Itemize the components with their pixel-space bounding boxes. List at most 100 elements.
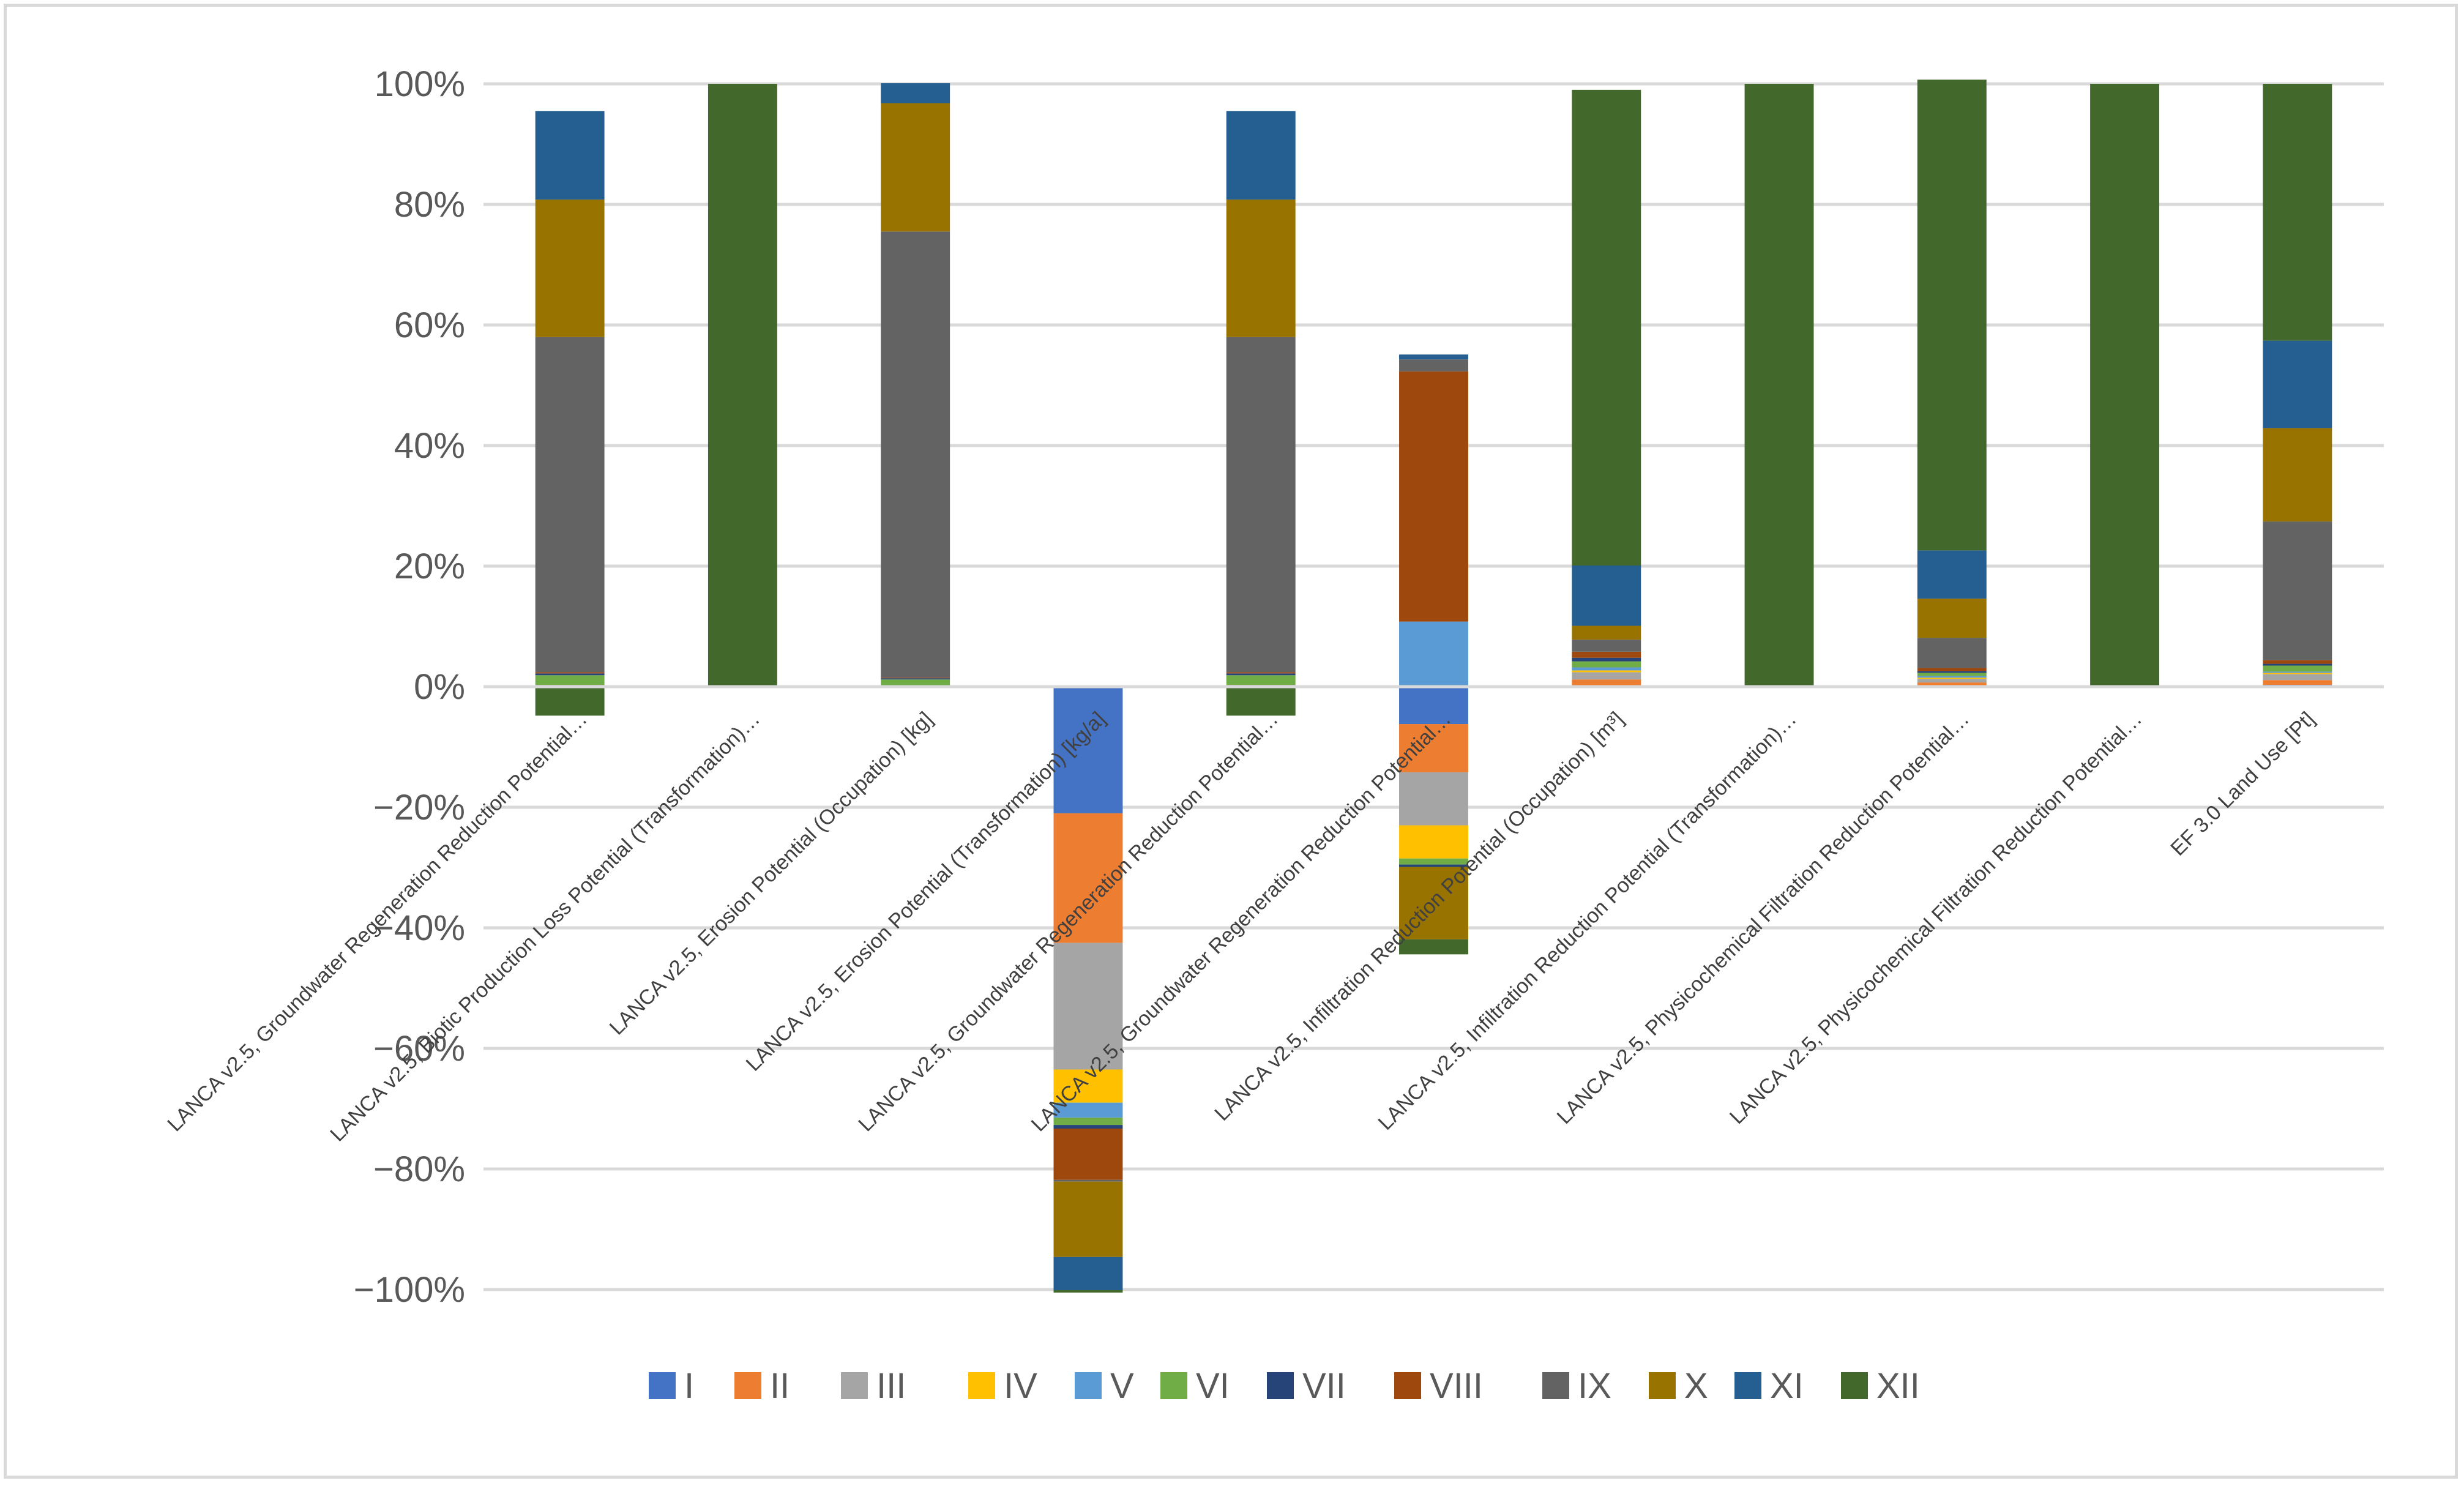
legend-swatch-III <box>841 1372 868 1399</box>
bar-segment-IX <box>535 337 605 673</box>
x-category-label: LANCA v2.5, Physicochemical Filtration R… <box>1553 708 1974 1129</box>
bar-segment-V <box>2263 671 2332 673</box>
bar-segment-IV <box>1053 1069 1123 1103</box>
bar-segment-V <box>1917 676 1987 678</box>
bar-segment-XII <box>1917 80 1987 551</box>
y-tick-label: 100% <box>375 64 465 104</box>
bar-segment-IX <box>881 231 950 678</box>
y-tick-label: −20% <box>373 788 465 827</box>
bar-segment-XI <box>1053 1256 1123 1290</box>
bar-segment-IV <box>2263 673 2332 674</box>
bar-segment-XI <box>1226 111 1296 200</box>
legend-label-V: V <box>1110 1366 1134 1406</box>
bar-segment-X <box>1399 867 1468 939</box>
x-category-label: LANCA v2.5, Groundwater Regeneration Red… <box>163 708 591 1136</box>
bar-segment-IX <box>1572 640 1641 652</box>
bar-segment-VIII <box>535 672 605 674</box>
bar-segment-XII <box>1572 89 1641 566</box>
bar-segment-XII <box>707 84 777 687</box>
legend-swatch-I <box>649 1372 676 1399</box>
bar-segment-IX <box>1917 638 1987 668</box>
legend-swatch-V <box>1075 1372 1102 1399</box>
bar-segment-III <box>1399 772 1468 826</box>
y-tick-label: −100% <box>354 1270 465 1310</box>
bar-segment-VI <box>1053 1118 1123 1126</box>
bar-segment-XI <box>1572 566 1641 626</box>
bar-segment-VII <box>881 678 950 680</box>
bar-segment-VI <box>2263 665 2332 672</box>
y-tick-label: −60% <box>373 1029 465 1069</box>
legend-swatch-IX <box>1542 1372 1569 1399</box>
bar-segment-XI <box>1399 354 1468 360</box>
legend-swatch-VIII <box>1394 1372 1421 1399</box>
bar-segment-XII <box>2263 84 2332 341</box>
bar-segment-VII <box>2263 663 2332 666</box>
bar-segment-XII <box>1226 687 1296 716</box>
bar-segment-VI <box>1917 673 1987 676</box>
bar-segment-VII <box>1572 657 1641 662</box>
bar-segment-VI <box>881 679 950 686</box>
bar-segment-III <box>1917 679 1987 683</box>
bar-segment-II <box>2263 680 2332 685</box>
bar-segment-I <box>1053 687 1123 813</box>
y-tick-label: −80% <box>373 1149 465 1189</box>
x-category-label: EF 3.0 Land Use [Pt] <box>2166 708 2319 861</box>
y-tick-label: 60% <box>394 305 465 345</box>
y-tick-label: −40% <box>373 908 465 948</box>
legend-label-IV: IV <box>1004 1366 1037 1406</box>
bar-segment-XII <box>1744 84 1814 687</box>
bar-segment-X <box>1572 625 1641 640</box>
bar-segment-XI <box>881 83 950 103</box>
bar-segment-IV <box>1399 825 1468 859</box>
bar-segment-VII <box>1053 1125 1123 1129</box>
legend-label-I: I <box>684 1366 694 1406</box>
legend-swatch-VII <box>1267 1372 1294 1399</box>
bar-segment-V <box>1053 1102 1123 1118</box>
legend-swatch-X <box>1649 1372 1676 1399</box>
bar-segment-X <box>881 103 950 232</box>
bar-segment-X <box>535 200 605 337</box>
bar-segment-X <box>1053 1181 1123 1257</box>
bar-segment-IX <box>1053 1179 1123 1182</box>
legend-label-XI: XI <box>1770 1366 1804 1406</box>
bar-segment-XI <box>535 111 605 200</box>
bar-segment-X <box>1917 599 1987 638</box>
bar-segment-V <box>1572 667 1641 671</box>
bar-segment-II <box>1572 679 1641 686</box>
legend: I II III IV V VI VII VIII IX X XI XII <box>649 1366 1920 1406</box>
y-tick-label: 40% <box>394 426 465 466</box>
legend-label-VII: VII <box>1302 1366 1346 1406</box>
legend-swatch-VI <box>1160 1372 1187 1399</box>
bar-segment-II <box>1917 682 1987 687</box>
legend-label-II: II <box>770 1366 790 1406</box>
bar-segment-VIII <box>1399 371 1468 622</box>
bar-segment-VI <box>1572 661 1641 668</box>
bar-segment-VIII <box>1226 672 1296 674</box>
bar-segment-V <box>1399 621 1468 687</box>
bar-segment-XII <box>1053 1290 1123 1293</box>
bar-segment-II <box>1399 724 1468 772</box>
bar-segment-IX <box>1399 359 1468 372</box>
legend-label-XII: XII <box>1876 1366 1920 1406</box>
legend-label-III: III <box>876 1366 906 1406</box>
legend-label-VIII: VIII <box>1430 1366 1483 1406</box>
bar-segment-XII <box>535 687 605 716</box>
bar-segment-VII <box>1399 864 1468 867</box>
bar-segment-VIII <box>1917 668 1987 671</box>
bar-segment-VII <box>1226 673 1296 676</box>
bar-segment-III <box>1572 672 1641 680</box>
bar-segment-VI <box>1399 858 1468 865</box>
x-category-label: LANCA v2.5, Erosion Potential (Occupatio… <box>605 708 938 1040</box>
bar-segment-VII <box>1917 671 1987 673</box>
bar-segment-XI <box>2263 340 2332 428</box>
bar-segment-VIII <box>1053 1129 1123 1180</box>
legend-label-VI: VI <box>1196 1366 1230 1406</box>
bar-segment-I <box>1399 687 1468 725</box>
bar-segment-II <box>1053 813 1123 943</box>
legend-swatch-IV <box>968 1372 995 1399</box>
bar-segment-X <box>1226 200 1296 337</box>
x-category-label: LANCA v2.5, Physicochemical Filtration R… <box>1725 708 2146 1129</box>
bar-segment-XII <box>2090 84 2160 687</box>
bar-segment-XII <box>1399 939 1468 955</box>
